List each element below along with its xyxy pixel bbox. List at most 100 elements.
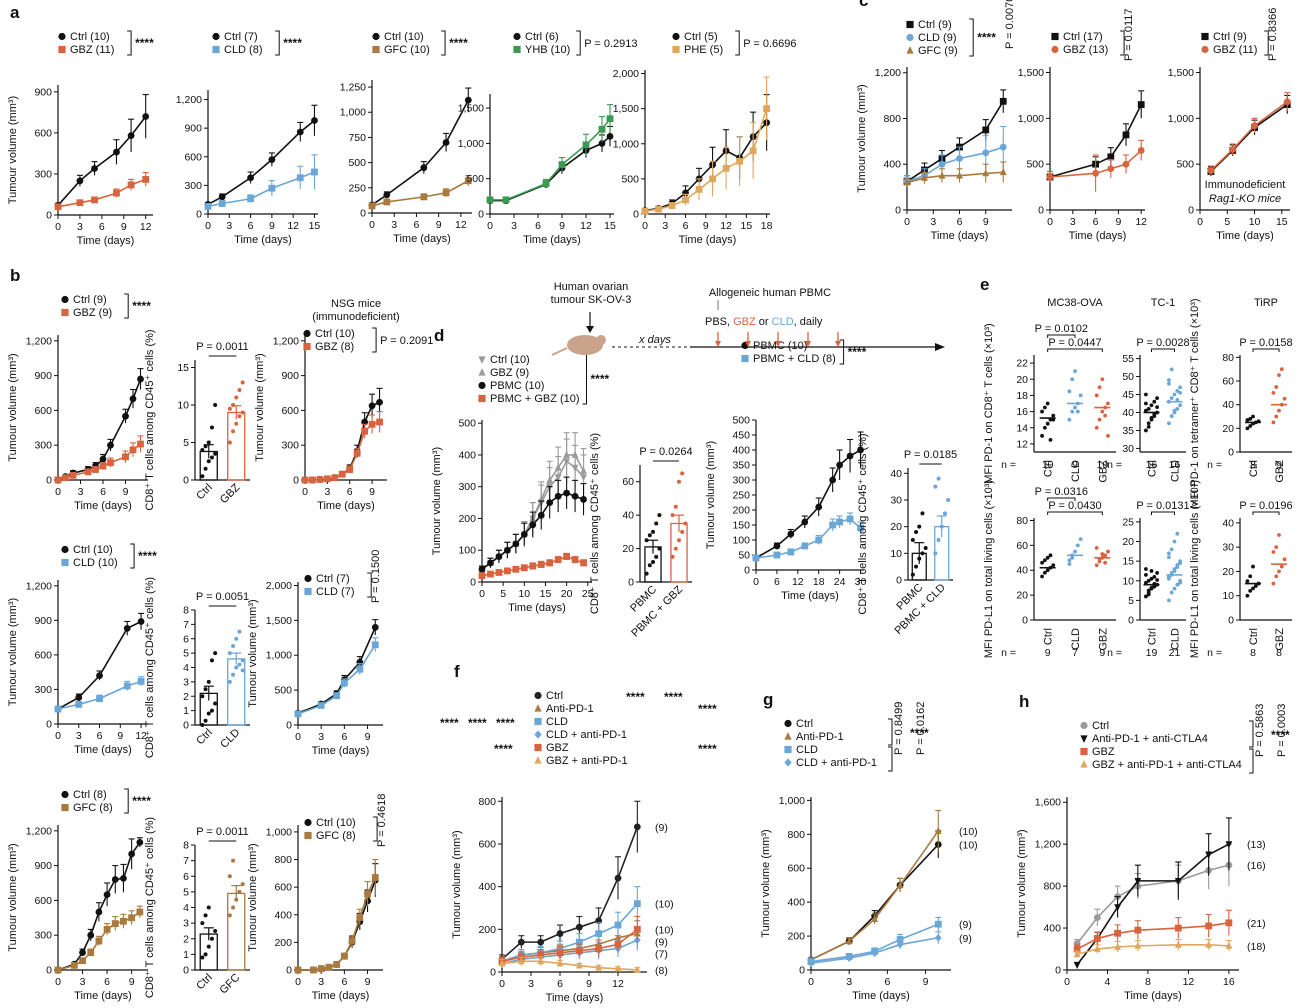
b5-point-0-5 (200, 694, 205, 699)
e5-point-0-15 (1144, 572, 1148, 577)
e2-point-1-4 (1178, 403, 1182, 408)
b6-series-1-point-0 (294, 710, 302, 718)
d3-legend-label-0: PBMC (10) (753, 340, 807, 352)
b7-legend-label-0: Ctrl (8) (73, 789, 107, 801)
d4-y-title: CD8⁺ T cells among CD45⁺ cells (%) (857, 433, 869, 614)
b1-panel-label: b (10, 266, 20, 285)
b4-series-0-point-3 (123, 624, 131, 632)
b9-xtick-label-1: 3 (318, 976, 324, 988)
d4-ytick-label-1: 10 (890, 548, 902, 560)
b3-legend-bracket (372, 327, 377, 353)
b5-point-1-6 (231, 643, 236, 648)
e6-cat-label-1: GBZ (1274, 628, 1286, 651)
e6-ytick-label-0: 0 (1228, 615, 1234, 627)
f1-legend-marker-1 (534, 704, 542, 712)
a4-legend-marker-1 (513, 45, 521, 54)
e5-ytick-label-1: 5 (1128, 595, 1134, 607)
c1-xtick-label-2: 6 (957, 216, 963, 228)
a5-series-1-line (644, 108, 768, 212)
b7-x-title: Time (days) (74, 990, 132, 1002)
b3-series-0-point-8 (361, 418, 369, 426)
mouse-head-icon (596, 335, 606, 345)
a4-ytick-label-1: 500 (466, 173, 484, 185)
b7-ytick-label-2: 600 (34, 895, 52, 907)
a1-series-0-point-3 (113, 148, 120, 156)
e2-point-0-8 (1152, 399, 1157, 404)
d3-series-1-point-0 (752, 554, 760, 562)
f1-series-4-point-2 (537, 951, 545, 959)
a3-legend-label-0: Ctrl (10) (384, 31, 424, 43)
d1-x-title: Time (days) (508, 602, 566, 614)
b9-ytick-label-2: 400 (274, 909, 292, 921)
b7-series-0-point-7 (120, 874, 127, 882)
b4-ytick-label-4: 1,200 (26, 580, 52, 592)
b3-ytick-label-1: 300 (281, 440, 299, 452)
c2-legend-label-0: Ctrl (17) (1063, 31, 1103, 43)
e1-cat-label-0: Ctrl (1043, 460, 1055, 477)
a3-legend-label-1: GFC (10) (384, 44, 430, 56)
schematic-treatment_gbz: GBZ (733, 316, 756, 328)
d4-point-1-0 (933, 551, 938, 556)
a2-legend-label-0: Ctrl (7) (224, 31, 258, 43)
b5-cat-label-0: Ctrl (194, 727, 215, 748)
e2-point-0-10 (1144, 392, 1148, 397)
b7-series-1-point-4 (95, 937, 103, 945)
b1-legend-marker-1 (61, 308, 69, 317)
g1-series-1-point-1 (845, 936, 853, 945)
d3-xtick-label-3: 18 (813, 576, 825, 588)
a2-series-0-point-1 (218, 193, 226, 201)
e3-point-0-7 (1251, 414, 1255, 419)
d1-xtick-label-5: 25 (582, 588, 594, 600)
d3-ytick-label-4: 200 (732, 505, 750, 517)
dose-arrowhead-icon-2 (775, 341, 781, 347)
b5-point-1-2 (234, 665, 239, 670)
a4-series-0-line (490, 135, 611, 202)
schematic-treatment_or: or (756, 316, 772, 328)
f1-end-label-2: (10) (655, 899, 674, 911)
d1-series-2-point-5 (520, 530, 528, 538)
c2-xtick-label-0: 0 (1047, 216, 1053, 228)
d3-xtick-label-5: 30 (855, 576, 867, 588)
e1-ytick-label-4: 20 (1016, 374, 1028, 386)
a4-xtick-label-4: 12 (580, 220, 592, 232)
h1-series-3-point-2 (1114, 942, 1121, 950)
c1-pvalue-rotated: P = 0.0070 (1004, 0, 1016, 49)
c1-series-1-point-2 (938, 160, 946, 168)
b4-ytick-label-3: 900 (34, 615, 52, 627)
e2-cat-label-0: Ctrl (1147, 460, 1159, 477)
c1-y-title: Tumour volume (mm³) (856, 84, 868, 192)
b4-ytick-label-0: 0 (46, 719, 52, 731)
e5-point-1-15 (1167, 576, 1171, 581)
b7-series-0-point-4 (95, 908, 103, 916)
a3-series-1-point-2 (420, 193, 428, 201)
e1-n-prefix: n = (1001, 459, 1016, 471)
b3-legend-label-1: GBZ (8) (315, 341, 354, 353)
f1-series-5-point-6 (614, 964, 622, 972)
a2-significance: **** (283, 36, 302, 50)
b6-xtick-label-0: 0 (295, 731, 301, 743)
d3-series-1-point-4 (815, 536, 823, 544)
d1-series-3-point-12 (580, 559, 587, 567)
d3-series-0-point-6 (836, 461, 844, 469)
c1-series-1-point-5 (999, 143, 1007, 151)
g1-series-1-point-2 (871, 914, 879, 923)
a1-legend-bracket (127, 30, 132, 56)
a2-xtick-label-1: 3 (226, 220, 232, 232)
e3-point-0-0 (1245, 426, 1250, 431)
e4-ytick-label-4: 80 (1016, 515, 1028, 527)
e1-point-2-1 (1097, 417, 1102, 422)
h1-series-2-point-1 (1093, 935, 1101, 942)
h1-bracket-2 (1249, 748, 1254, 774)
d1-series-3-point-6 (529, 562, 537, 570)
e6-point-0-5 (1245, 579, 1250, 584)
b4-significance: **** (138, 549, 157, 563)
d1-ytick-label-2: 200 (458, 513, 476, 525)
d1-legend-marker-3 (478, 394, 486, 403)
b8-point-0-6 (203, 913, 208, 918)
c2-series-1-point-2 (1107, 165, 1115, 173)
a4-series-0-point-6 (606, 132, 614, 140)
b9-ytick-label-5: 1,000 (266, 826, 292, 838)
a3-series-0-point-2 (420, 164, 428, 172)
e1-point-0-1 (1042, 425, 1047, 430)
b9-series-1-point-5 (340, 952, 348, 960)
